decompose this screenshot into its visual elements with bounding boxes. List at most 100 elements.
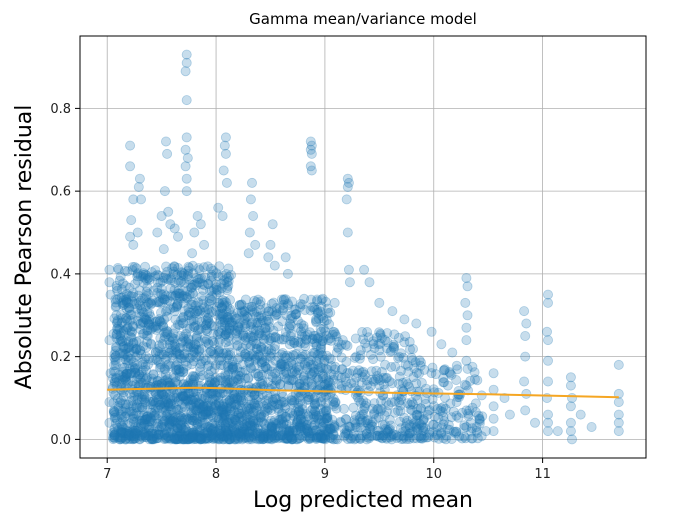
data-point xyxy=(222,397,233,408)
data-point xyxy=(127,425,138,436)
data-point xyxy=(223,312,234,323)
data-point xyxy=(156,421,167,432)
data-point xyxy=(140,414,151,425)
data-point xyxy=(154,424,165,435)
data-point xyxy=(223,335,234,346)
data-point xyxy=(194,372,205,383)
data-point xyxy=(201,318,212,329)
data-point xyxy=(122,342,133,353)
data-point xyxy=(565,426,576,437)
data-point xyxy=(144,308,155,319)
data-point xyxy=(145,428,156,439)
data-point xyxy=(160,415,171,426)
data-point xyxy=(183,426,194,437)
data-point xyxy=(210,305,221,316)
data-point xyxy=(207,424,218,435)
data-point xyxy=(207,388,218,399)
data-point xyxy=(461,380,472,391)
data-point xyxy=(220,426,231,437)
data-point xyxy=(116,317,127,328)
data-point xyxy=(143,298,154,309)
data-point xyxy=(154,314,165,325)
data-point xyxy=(148,434,159,445)
data-point xyxy=(181,360,192,371)
data-point xyxy=(444,424,455,435)
data-point xyxy=(120,430,131,441)
data-point xyxy=(226,269,237,280)
data-point xyxy=(200,324,211,335)
data-point xyxy=(127,395,138,406)
data-point xyxy=(150,397,161,408)
data-point xyxy=(200,336,211,347)
data-point xyxy=(125,140,136,151)
data-point xyxy=(191,405,202,416)
data-point xyxy=(134,415,145,426)
data-point xyxy=(141,351,152,362)
data-point xyxy=(187,248,198,259)
data-point xyxy=(411,318,422,329)
data-point xyxy=(217,311,228,322)
data-point xyxy=(116,433,127,444)
data-point xyxy=(179,277,190,288)
data-point xyxy=(167,382,178,393)
data-point xyxy=(114,432,125,443)
data-point xyxy=(177,391,188,402)
data-point xyxy=(488,401,499,412)
data-point xyxy=(150,397,161,408)
data-point xyxy=(159,421,170,432)
data-point xyxy=(175,419,186,430)
data-point xyxy=(186,412,197,423)
data-point xyxy=(108,405,119,416)
data-point xyxy=(195,358,206,369)
y-tick-label: 0.0 xyxy=(50,433,71,448)
data-point xyxy=(181,49,192,60)
data-point xyxy=(172,288,183,299)
data-point xyxy=(185,339,196,350)
data-point xyxy=(183,268,194,279)
data-point xyxy=(140,314,151,325)
data-point xyxy=(200,422,211,433)
data-point xyxy=(110,428,121,439)
data-point xyxy=(127,376,138,387)
data-point xyxy=(128,423,139,434)
data-point xyxy=(111,310,122,321)
data-point xyxy=(157,293,168,304)
data-point xyxy=(329,327,340,338)
data-point xyxy=(219,404,230,415)
data-point xyxy=(256,341,267,352)
data-point xyxy=(147,322,158,333)
data-point xyxy=(213,326,224,337)
data-point xyxy=(179,349,190,360)
data-point xyxy=(224,325,235,336)
data-point xyxy=(136,377,147,388)
data-point xyxy=(104,417,115,428)
data-point xyxy=(215,419,226,430)
data-point xyxy=(195,410,206,421)
data-point xyxy=(182,434,193,445)
data-point xyxy=(277,429,288,440)
data-point xyxy=(142,411,153,422)
data-point xyxy=(129,346,140,357)
data-point xyxy=(166,419,177,430)
data-point xyxy=(191,401,202,412)
data-point xyxy=(180,161,191,172)
data-point xyxy=(187,429,198,440)
data-point xyxy=(128,433,139,444)
data-point xyxy=(203,360,214,371)
data-point xyxy=(245,321,256,332)
data-point xyxy=(472,375,483,386)
data-point xyxy=(110,351,121,362)
data-point xyxy=(161,410,172,421)
data-point xyxy=(222,277,233,288)
data-point xyxy=(142,414,153,425)
data-point xyxy=(145,311,156,322)
data-point xyxy=(203,413,214,424)
data-point xyxy=(387,378,398,389)
data-point xyxy=(226,310,237,321)
data-point xyxy=(187,432,198,443)
data-point xyxy=(207,395,218,406)
data-point xyxy=(217,405,228,416)
data-point xyxy=(196,403,207,414)
data-point xyxy=(163,399,174,410)
data-point xyxy=(220,329,231,340)
